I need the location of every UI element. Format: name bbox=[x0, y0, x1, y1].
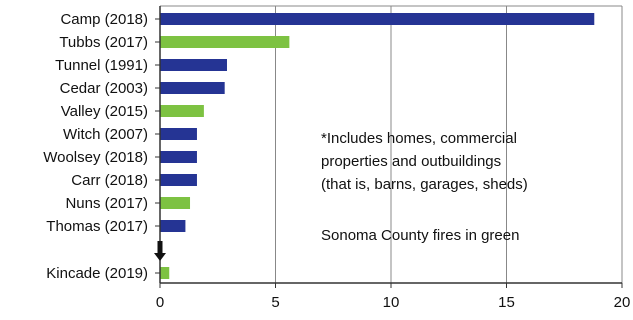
category-label: Tunnel (1991) bbox=[55, 57, 148, 74]
grid bbox=[160, 5, 623, 283]
bar bbox=[160, 220, 186, 232]
x-tick-label: 15 bbox=[498, 294, 515, 311]
category-label: Camp (2018) bbox=[60, 11, 148, 28]
category-label: Thomas (2017) bbox=[46, 218, 148, 235]
bar bbox=[160, 197, 191, 209]
category-label: Woolsey (2018) bbox=[43, 149, 148, 166]
x-tick-label: 20 bbox=[614, 294, 631, 311]
category-labels: Camp (2018) Tubbs (2017) Tunnel (1991) Ceda… bbox=[43, 11, 148, 282]
category-label: Valley (2015) bbox=[61, 103, 148, 120]
annotation-line: (that is, barns, garages, sheds) bbox=[321, 176, 528, 193]
down-arrow-icon bbox=[154, 241, 166, 261]
bar bbox=[160, 36, 290, 48]
bar bbox=[160, 13, 595, 25]
bars bbox=[160, 13, 595, 279]
x-tick-label: 5 bbox=[271, 294, 279, 311]
bar bbox=[160, 82, 225, 94]
x-tick-label: 10 bbox=[383, 294, 400, 311]
bar bbox=[160, 59, 227, 71]
category-label: Cedar (2003) bbox=[60, 80, 148, 97]
annotation-line: properties and outbuildings bbox=[321, 153, 501, 170]
category-label: Carr (2018) bbox=[71, 172, 148, 189]
bar bbox=[160, 128, 197, 140]
break-arrowhead bbox=[154, 253, 166, 261]
bar bbox=[160, 267, 170, 279]
axes: 0 5 10 15 20 bbox=[154, 6, 630, 311]
category-label: Kincade (2019) bbox=[46, 265, 148, 282]
x-tick-label: 0 bbox=[156, 294, 164, 311]
annotation-line: Sonoma County fires in green bbox=[321, 227, 519, 244]
bar bbox=[160, 105, 204, 117]
bar bbox=[160, 151, 197, 163]
bar bbox=[160, 174, 197, 186]
category-label: Tubbs (2017) bbox=[59, 34, 148, 51]
annotation-line: *Includes homes, commercial bbox=[321, 130, 517, 147]
category-label: Witch (2007) bbox=[63, 126, 148, 143]
category-label: Nuns (2017) bbox=[65, 195, 148, 212]
annotation-block: *Includes homes, commercial properties a… bbox=[321, 130, 528, 244]
